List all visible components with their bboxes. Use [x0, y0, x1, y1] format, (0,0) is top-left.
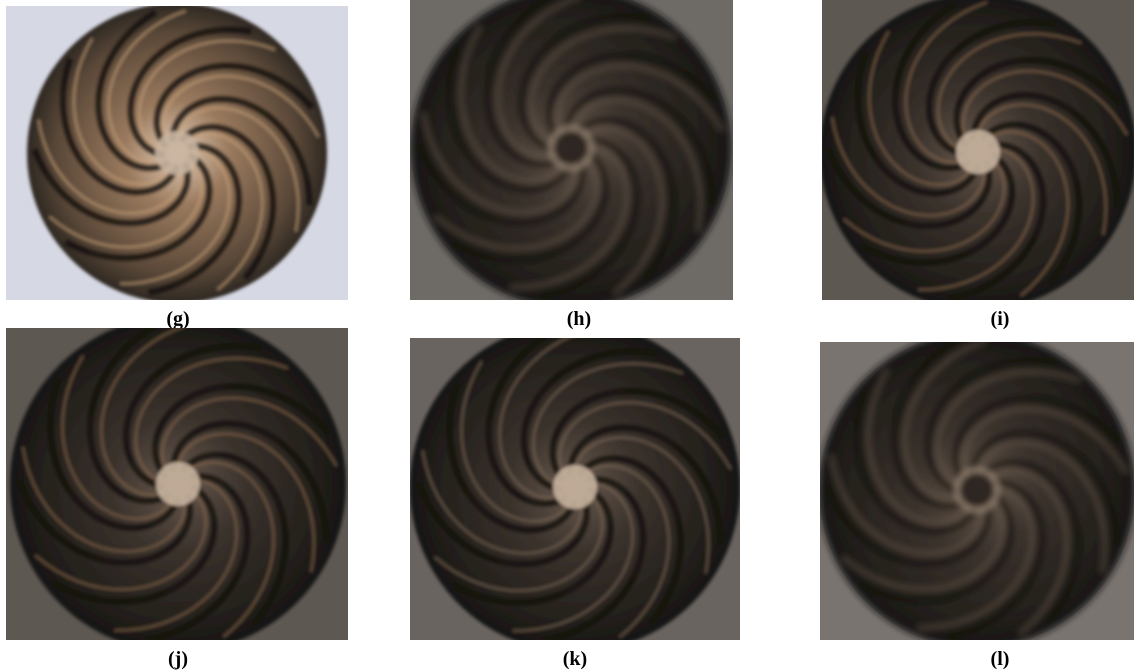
- photo-panel: (g): [6, 0, 348, 330]
- panel-label: (g): [166, 308, 189, 330]
- center-hole: [551, 128, 591, 168]
- page: (g)(h)(i)(j)(k)(l) (() => { const data =…: [0, 0, 1134, 672]
- photo-panel: (l): [815, 328, 1134, 670]
- center-hole: [956, 130, 1000, 174]
- center-hole: [957, 470, 997, 510]
- photo: [406, 317, 741, 652]
- panel-label: (h): [567, 308, 591, 330]
- center-hole: [156, 462, 200, 506]
- panel-label: (k): [563, 648, 587, 670]
- panel-label: (j): [168, 648, 188, 670]
- photo-panel: (j): [6, 311, 348, 670]
- photo: [6, 0, 348, 303]
- panel-label: (i): [991, 308, 1010, 330]
- photo: [816, 0, 1134, 310]
- photo-panel: (i): [816, 0, 1134, 330]
- photo-panel: (k): [406, 317, 741, 670]
- photo-panel: (h): [407, 0, 733, 330]
- center-hole: [553, 465, 597, 509]
- photo: [407, 0, 733, 308]
- panel-label: (l): [991, 648, 1010, 670]
- photo: [6, 311, 348, 652]
- center-hole: [155, 131, 199, 175]
- figure: (g) (h) (i) (j) (k) (l): [0, 0, 1134, 672]
- photo: [815, 328, 1134, 648]
